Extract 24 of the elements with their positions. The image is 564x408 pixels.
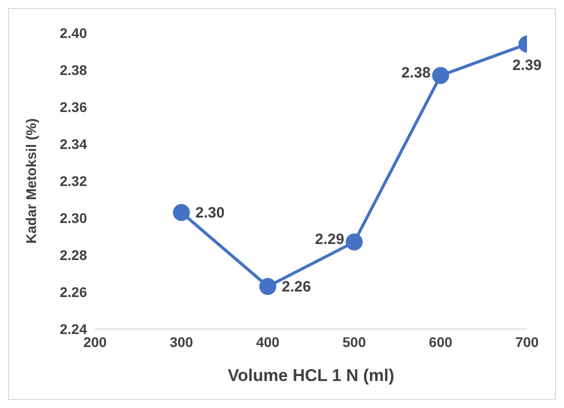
- y-tick-label: 2.28: [60, 246, 88, 263]
- x-tick-label: 600: [428, 334, 452, 350]
- x-axis-title: Volume HCL 1 N (ml): [228, 366, 394, 385]
- point: [346, 234, 363, 251]
- x-tick-label: 500: [342, 334, 366, 350]
- data-label: 2.39: [512, 57, 542, 74]
- y-tick-label: 2.40: [60, 24, 88, 41]
- y-tick-label: 2.26: [60, 284, 88, 300]
- x-tick-label: 400: [256, 334, 280, 350]
- point: [172, 204, 190, 221]
- y-tick-label: 2.32: [60, 172, 88, 189]
- y-tick-label: 2.30: [60, 210, 88, 226]
- y-tick-label: 2.36: [60, 98, 88, 115]
- data-label: 2.30: [195, 204, 225, 222]
- data-label: 2.26: [282, 278, 312, 296]
- point: [432, 67, 450, 84]
- y-axis-title: Kadar Metoksil (%): [22, 118, 39, 244]
- x-tick-label: 300: [170, 334, 194, 350]
- y-tick-label: 2.34: [60, 136, 88, 152]
- point: [259, 278, 276, 295]
- data-label: 2.29: [314, 231, 344, 248]
- x-tick-label: 700: [515, 334, 539, 350]
- data-label: 2.38: [401, 64, 431, 82]
- y-tick-label: 2.38: [60, 62, 88, 78]
